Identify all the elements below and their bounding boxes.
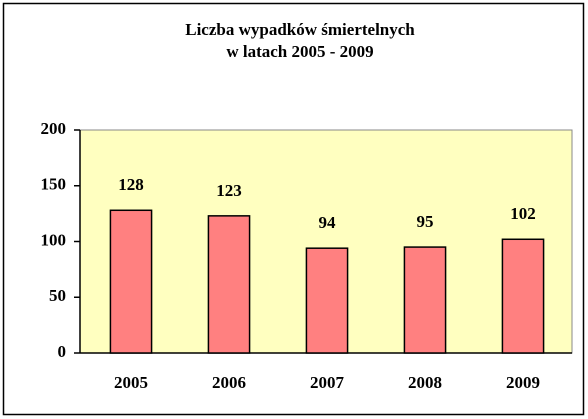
y-tick-label: 200 [41,119,67,138]
x-tick-label: 2008 [408,373,442,392]
x-tick-label: 2009 [506,373,540,392]
bar [403,246,447,354]
data-label: 94 [319,213,337,232]
bar [109,209,153,354]
chart-title: Liczba wypadków śmiertelnych [185,20,415,39]
y-tick-label: 150 [41,175,67,194]
bar [207,215,251,354]
x-tick-label: 2006 [212,373,246,392]
chart-title: w latach 2005 - 2009 [226,42,373,61]
y-tick-label: 100 [41,230,67,249]
data-label: 95 [417,212,434,231]
data-label: 123 [216,181,242,200]
data-label: 102 [510,204,536,223]
x-tick-label: 2005 [114,373,148,392]
x-tick-label: 2007 [310,373,345,392]
bar [305,247,349,354]
data-label: 128 [118,175,144,194]
y-tick-label: 0 [58,342,67,361]
y-tick-label: 50 [49,286,66,305]
bar [501,238,545,354]
